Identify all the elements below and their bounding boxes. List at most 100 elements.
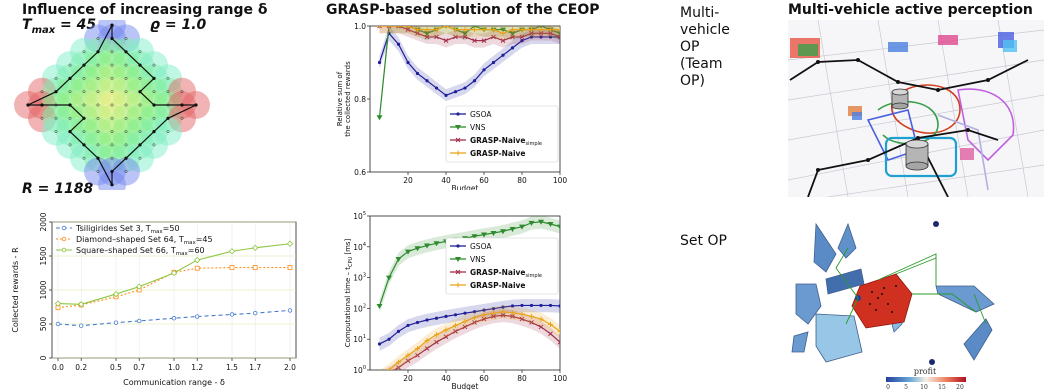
data-point [396, 26, 401, 29]
data-point [538, 27, 544, 33]
data-point [472, 79, 477, 83]
data-point [386, 367, 392, 370]
target-point [68, 63, 72, 67]
data-point [472, 38, 477, 43]
data-point [377, 374, 382, 379]
target-point [124, 116, 128, 120]
data-point [529, 320, 534, 325]
data-point [529, 27, 534, 33]
data-point [415, 27, 420, 33]
target-point [124, 76, 128, 80]
tour-node [68, 76, 72, 80]
x-tick-label: 80 [517, 374, 527, 383]
y-tick-label: 2000 [39, 212, 48, 231]
data-point [481, 27, 487, 33]
target-point [138, 130, 142, 134]
tour-node [138, 90, 142, 94]
target-point [96, 76, 100, 80]
legend-marker [456, 244, 460, 248]
data-point [548, 331, 553, 337]
data-point [510, 304, 515, 308]
legend-entry: GRASP-Naive [470, 281, 526, 290]
x-tick-label: 80 [517, 176, 527, 185]
x-axis-label: Budget [452, 382, 479, 390]
data-point [387, 337, 391, 341]
computation-time-chart: 20 40 60 80 100 Budget 100 101 102 103 104 105 Compu… [344, 211, 567, 390]
target-point [96, 103, 100, 107]
target-point [54, 130, 58, 134]
y-tick-label: 101 [353, 334, 366, 344]
data-point [529, 313, 534, 319]
data-point [500, 312, 506, 318]
target-point [124, 90, 128, 94]
r-label: R = 1188 [22, 181, 94, 197]
tour-node [82, 116, 86, 120]
data-point [377, 26, 382, 29]
data-point [538, 316, 544, 322]
data-point [396, 359, 401, 365]
data-point [443, 38, 449, 43]
target-point [110, 116, 114, 120]
legend-entry: VNS [470, 123, 486, 132]
data-point [78, 323, 84, 328]
series-line [378, 32, 560, 97]
team-op-label: Multi- vehicle OP (Team OP) [680, 5, 730, 89]
target-point [138, 50, 142, 54]
data-point [434, 332, 439, 338]
data-point [463, 311, 467, 315]
data-point [481, 232, 487, 238]
legend-marker [455, 269, 461, 275]
data-point [472, 27, 477, 33]
data-point [482, 68, 486, 72]
target-point [110, 90, 114, 94]
data-point [395, 257, 402, 263]
colorbar-tick: 15 [938, 384, 946, 390]
target-point [110, 63, 114, 67]
target-point [124, 130, 128, 134]
target-point [96, 170, 100, 173]
x-tick-label: 0.5 [110, 363, 122, 372]
data-point [387, 371, 391, 375]
target-point [82, 156, 86, 160]
data-point [557, 339, 560, 345]
data-point [462, 324, 468, 330]
x-tick-label: 0.2 [75, 363, 87, 372]
data-point [434, 316, 439, 320]
x-axis-label: Communication range - δ [123, 378, 225, 387]
data-point [78, 301, 85, 308]
data-point [228, 248, 236, 255]
colorbar-tick: 5 [904, 384, 908, 390]
target-point [82, 50, 86, 54]
data-point [558, 304, 560, 308]
target-point [152, 116, 156, 120]
target-point [124, 143, 128, 147]
data-point [376, 115, 383, 121]
data-point [548, 30, 553, 36]
target-point [110, 50, 114, 54]
y-axis-label: Collected rewards - R [11, 247, 20, 333]
legend-entry: GSOA [470, 110, 492, 119]
x-tick-label: 1.7 [249, 363, 261, 372]
target-point [166, 90, 170, 94]
y-tick-label: 0.8 [354, 95, 366, 104]
data-point [406, 323, 410, 328]
y-tick-label: 100 [353, 365, 366, 375]
x-tick-label: 60 [479, 374, 489, 383]
middle-title: GRASP-based solution of the CEOP [326, 2, 600, 18]
data-point [509, 31, 516, 37]
y-axis-label: Relative sum ofthe collected rewards [336, 61, 352, 137]
x-tick-label: 40 [441, 176, 451, 185]
tmax-label: Tmax = 45 [22, 17, 97, 36]
data-point [482, 308, 486, 312]
data-point [491, 307, 496, 311]
x-tick-label: 20 [403, 176, 413, 185]
y-tick-label: 104 [353, 242, 366, 252]
data-point [194, 256, 201, 264]
x-axis-label: Budget [452, 184, 479, 190]
target-point [138, 116, 142, 120]
data-point [386, 26, 392, 29]
data-point [472, 310, 477, 314]
colorbar-label: profit [914, 367, 937, 376]
data-point [510, 314, 515, 319]
target-point [96, 130, 100, 134]
